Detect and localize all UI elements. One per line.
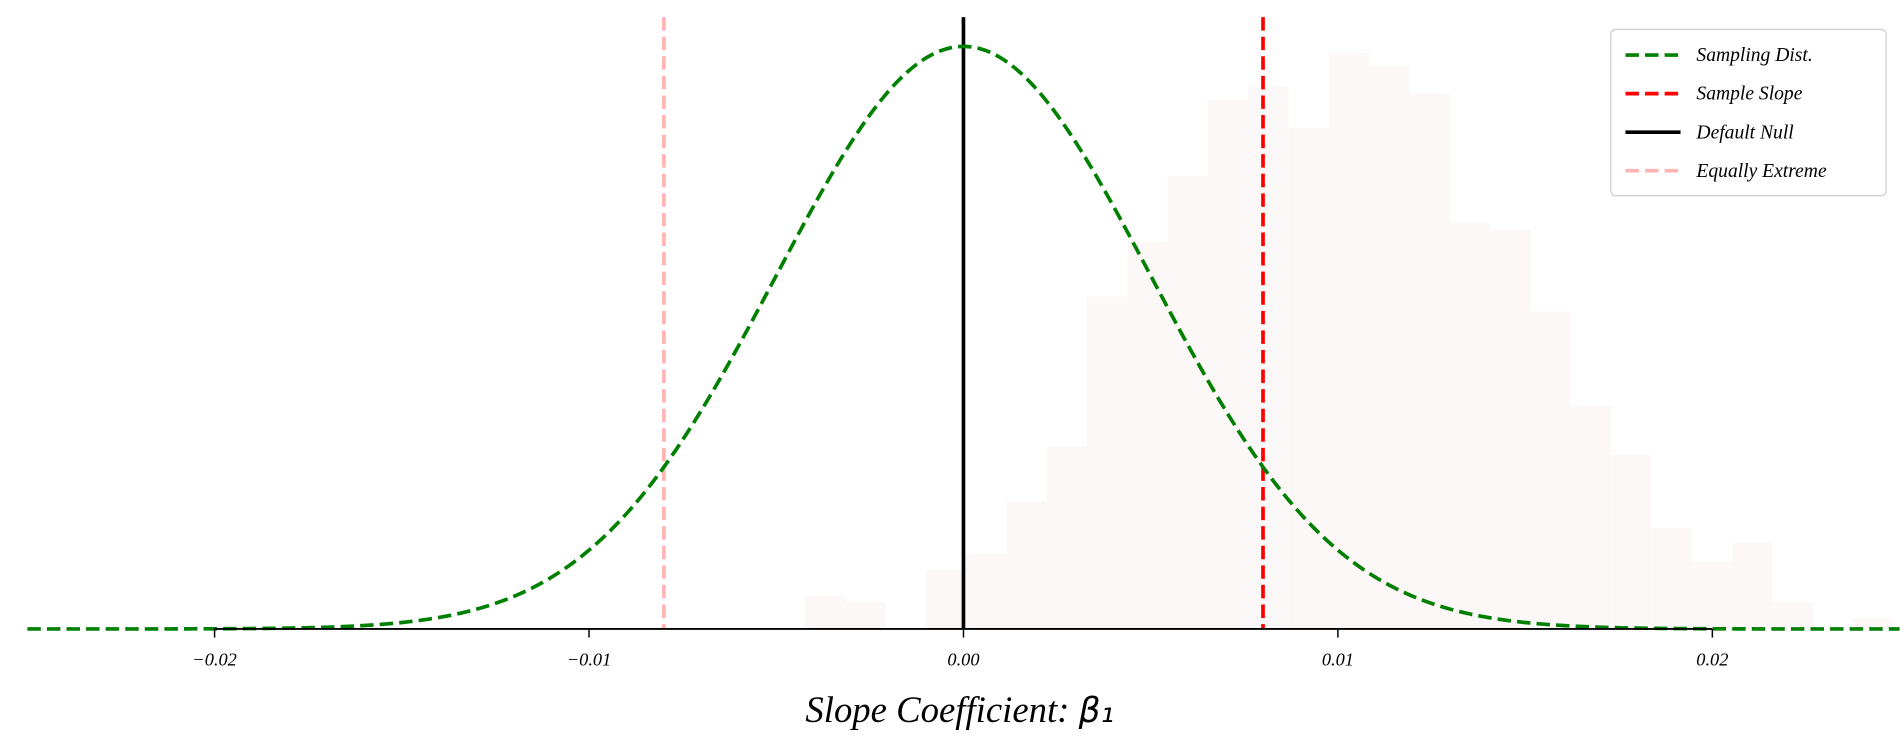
histogram-bar xyxy=(1127,242,1168,629)
histogram-bar xyxy=(1288,128,1330,629)
histogram-bar xyxy=(966,553,1007,629)
histogram-bar xyxy=(1046,446,1087,629)
histogram-bar xyxy=(1490,229,1531,629)
x-tick-label: 0.02 xyxy=(1696,650,1728,670)
histogram-bar xyxy=(1449,223,1491,629)
histogram-bar xyxy=(1692,561,1733,629)
histogram-bar xyxy=(1732,542,1773,629)
histogram-bar xyxy=(1772,602,1813,629)
histogram-bar xyxy=(805,596,846,629)
histogram xyxy=(805,52,1894,629)
x-tick-label: 0.00 xyxy=(947,650,979,670)
histogram-bar xyxy=(1611,454,1652,629)
histogram-bar xyxy=(1248,86,1289,629)
legend-label: Sampling Dist. xyxy=(1696,45,1812,66)
legend-frame xyxy=(1610,28,1887,197)
histogram-bar xyxy=(925,569,966,629)
x-tick-label: 0.01 xyxy=(1322,650,1354,670)
histogram-bar xyxy=(1369,66,1410,629)
x-axis-label: Slope Coefficient: β₁ xyxy=(805,689,1114,731)
histogram-bar xyxy=(1207,99,1249,629)
legend-label: Default Null xyxy=(1695,122,1793,143)
legend-label: Equally Extreme xyxy=(1695,161,1827,182)
sampling-dist-curve xyxy=(27,44,1900,631)
histogram-bar xyxy=(845,602,886,629)
x-tick-label: −0.02 xyxy=(192,650,236,670)
histogram-bar xyxy=(1530,311,1572,629)
x-tick-label: −0.01 xyxy=(567,650,611,670)
histogram-bar xyxy=(1167,175,1208,629)
histogram-bar xyxy=(1328,52,1370,629)
sampling-distribution xyxy=(27,44,1900,631)
histogram-bar xyxy=(1570,405,1612,629)
histogram-bar xyxy=(1853,618,1894,629)
legend-label: Sample Slope xyxy=(1696,84,1802,105)
legend: Sampling Dist. Sample Slope Default Null Eq… xyxy=(1610,28,1887,197)
histogram-bar xyxy=(1409,93,1451,629)
histogram-bar xyxy=(1006,501,1047,629)
histogram-bar xyxy=(1087,296,1128,629)
reference-lines xyxy=(662,17,1265,629)
x-axis: −0.02 −0.01 0.00 0.01 0.02 xyxy=(192,628,1728,670)
histogram-bar xyxy=(1651,528,1693,629)
